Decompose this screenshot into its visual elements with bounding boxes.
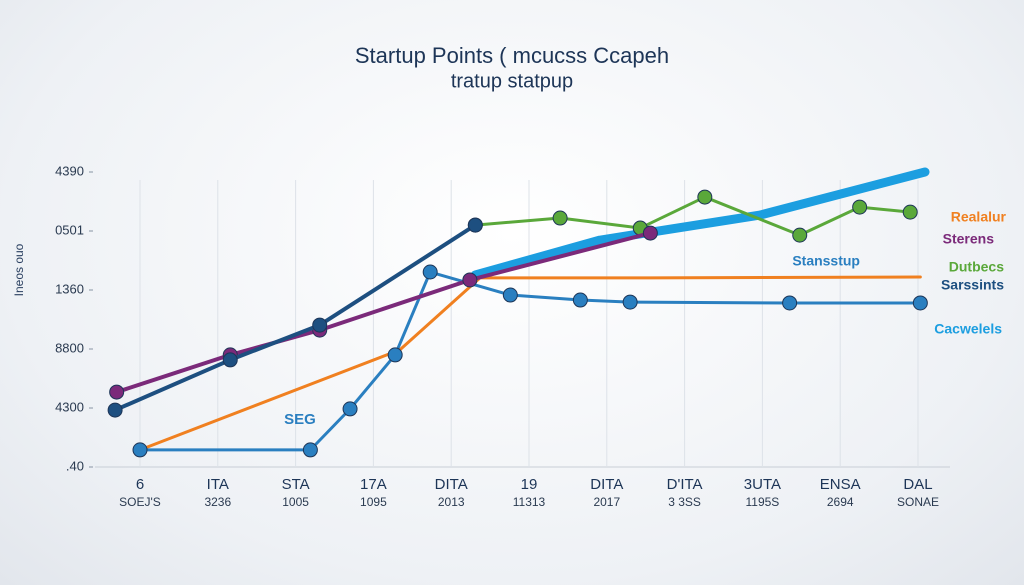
series-line	[470, 167, 930, 280]
point	[852, 199, 868, 215]
point	[502, 287, 518, 303]
legend-label: Stansstup	[792, 253, 860, 269]
x-tick-label: STA	[282, 476, 310, 493]
legend-label: Sarssints	[941, 277, 1004, 293]
point	[462, 272, 478, 288]
y-tick-label: 4390	[55, 163, 84, 178]
point	[109, 384, 125, 400]
y-tick-label: 4300	[55, 399, 84, 414]
point	[697, 189, 713, 205]
legend-label: Dutbecs	[949, 259, 1004, 275]
x-tick-label: 6	[136, 476, 144, 493]
point	[552, 210, 568, 226]
x-tick-label: D'ITA	[667, 476, 703, 493]
point	[302, 442, 318, 458]
point	[902, 204, 918, 220]
legend-label: Cacwelels	[934, 321, 1002, 337]
point	[792, 227, 808, 243]
x-tick-sublabel: 3236	[204, 495, 231, 509]
x-tick-label: 19	[521, 476, 538, 493]
series-line	[138, 270, 922, 452]
x-tick-label: DITA	[435, 476, 468, 493]
point	[622, 294, 638, 310]
point	[387, 347, 403, 363]
point	[422, 264, 438, 280]
point	[572, 292, 588, 308]
x-tick-sublabel: 2017	[593, 495, 620, 509]
series-line	[113, 223, 478, 413]
chart-title: Startup Points ( mcucss Ccapeh	[355, 43, 669, 68]
annotation: SEG	[284, 411, 316, 428]
point	[642, 225, 658, 241]
x-tick-label: DITA	[590, 476, 623, 493]
legend-label: Sterens	[943, 231, 995, 247]
y-axis-label: Ineos ouo	[12, 243, 26, 296]
y-tick-label: 8800	[55, 340, 84, 355]
y-tick-label: 1360	[55, 281, 84, 296]
x-tick-label: DAL	[903, 476, 932, 493]
x-tick-label: 3UTA	[744, 476, 781, 493]
x-tick-sublabel: SONAE	[897, 495, 939, 509]
point	[312, 317, 328, 333]
x-tick-sublabel: 2013	[438, 495, 465, 509]
y-tick-label: 0501	[55, 222, 84, 237]
chart-subtitle: tratup statpup	[451, 70, 573, 92]
x-tick-sublabel: 11313	[513, 495, 546, 509]
x-tick-sublabel: 1195S	[745, 495, 779, 509]
x-tick-label: ENSA	[820, 476, 861, 493]
legend-label: Realalur	[951, 209, 1007, 225]
point	[132, 442, 148, 458]
x-tick-label: 17A	[360, 476, 387, 493]
point	[342, 401, 358, 417]
point	[912, 295, 928, 311]
x-tick-sublabel: 2694	[827, 495, 854, 509]
x-tick-label: ITA	[207, 476, 229, 493]
x-tick-sublabel: 3 3SS	[668, 495, 701, 509]
point	[107, 402, 123, 418]
y-tick-label: .40	[66, 458, 84, 473]
point	[782, 295, 798, 311]
point	[467, 217, 483, 233]
x-tick-sublabel: SOEJ'S	[119, 495, 161, 509]
point	[222, 352, 238, 368]
x-tick-sublabel: 1095	[360, 495, 387, 509]
x-tick-sublabel: 1005	[282, 495, 309, 509]
